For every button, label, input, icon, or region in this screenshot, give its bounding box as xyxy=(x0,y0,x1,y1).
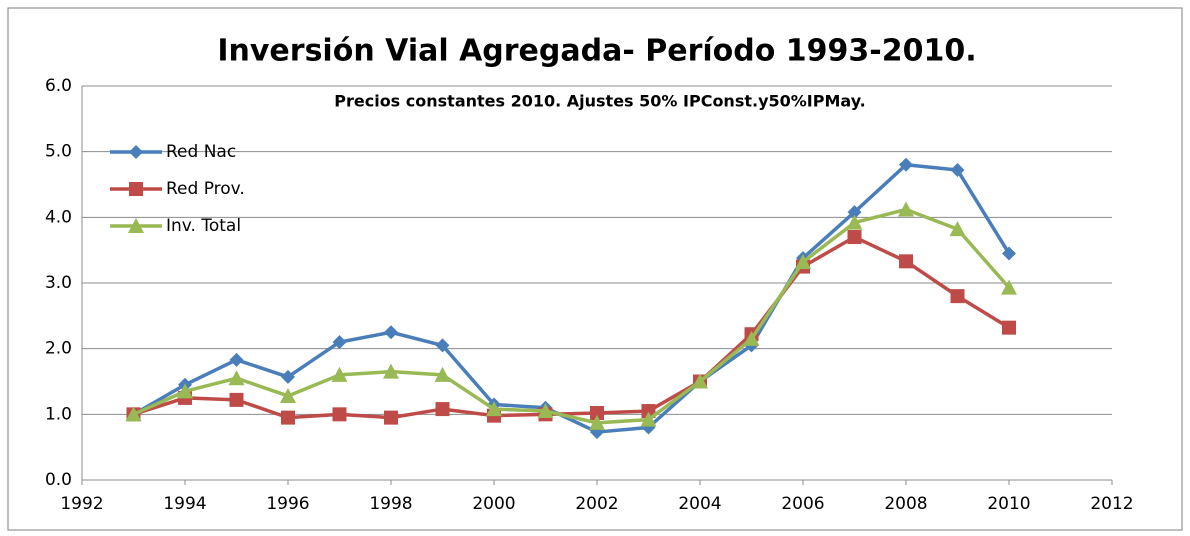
chart-title: Inversión Vial Agregada- Período 1993-20… xyxy=(217,34,976,69)
data-point xyxy=(486,401,502,417)
data-point xyxy=(1001,279,1017,295)
data-point xyxy=(332,407,347,422)
data-point xyxy=(950,289,965,304)
data-point xyxy=(229,392,244,407)
data-point xyxy=(332,335,347,350)
data-point xyxy=(435,338,450,353)
y-tick-label: 6.0 xyxy=(45,76,72,96)
data-point xyxy=(589,414,605,430)
x-tick-label: 2004 xyxy=(678,494,721,514)
data-point xyxy=(846,214,863,230)
series-line xyxy=(132,207,1011,425)
data-point xyxy=(434,366,451,382)
data-point xyxy=(537,403,554,419)
data-point xyxy=(177,383,193,399)
data-point xyxy=(384,410,398,425)
data-point xyxy=(229,352,244,367)
series-line xyxy=(132,235,1010,420)
data-point xyxy=(331,366,348,382)
data-point xyxy=(743,330,760,346)
legend-label: Red Prov. xyxy=(166,179,245,199)
data-point xyxy=(435,402,450,417)
data-point xyxy=(228,370,245,386)
y-tick-label: 5.0 xyxy=(45,142,72,162)
data-point xyxy=(1002,320,1016,335)
data-point xyxy=(640,411,657,427)
data-point xyxy=(281,369,295,384)
y-tick-label: 2.0 xyxy=(45,339,72,359)
x-tick-label: 1994 xyxy=(163,494,206,514)
data-point xyxy=(281,410,295,425)
data-point xyxy=(898,201,914,217)
legend-label: Inv. Total xyxy=(166,216,241,236)
x-tick-label: 2012 xyxy=(1090,494,1133,514)
x-tick-label: 2010 xyxy=(987,494,1030,514)
y-tick-label: 0.0 xyxy=(45,470,72,490)
data-point xyxy=(692,373,708,389)
x-tick-label: 2006 xyxy=(781,494,824,514)
data-point xyxy=(795,253,811,269)
chart-subtitle: Precios constantes 2010. Ajustes 50% IPC… xyxy=(334,92,866,111)
data-point xyxy=(1002,246,1016,261)
x-tick-label: 2000 xyxy=(472,494,515,514)
data-point xyxy=(384,325,398,340)
x-tick-label: 2008 xyxy=(884,494,927,514)
series-line xyxy=(132,163,1011,434)
data-point xyxy=(847,205,862,220)
legend-marker xyxy=(129,182,143,196)
data-point xyxy=(899,254,913,269)
x-tick-label: 1996 xyxy=(266,494,309,514)
x-tick-label: 1992 xyxy=(60,494,103,514)
data-point xyxy=(280,387,296,403)
data-point xyxy=(383,363,399,379)
x-tick-label: 2002 xyxy=(575,494,618,514)
data-point xyxy=(899,157,913,172)
legend-label: Red Nac xyxy=(166,142,236,162)
legend-marker xyxy=(128,218,144,233)
data-point xyxy=(641,404,656,419)
y-tick-label: 4.0 xyxy=(45,207,72,227)
data-point xyxy=(847,230,862,245)
data-point xyxy=(949,221,966,237)
chart-frame xyxy=(7,7,1183,531)
x-tick-label: 1998 xyxy=(369,494,412,514)
data-point xyxy=(125,406,142,422)
data-point xyxy=(590,406,604,421)
y-tick-label: 1.0 xyxy=(45,404,72,424)
y-tick-label: 3.0 xyxy=(45,273,72,293)
data-point xyxy=(950,163,965,178)
legend-marker xyxy=(129,145,143,159)
